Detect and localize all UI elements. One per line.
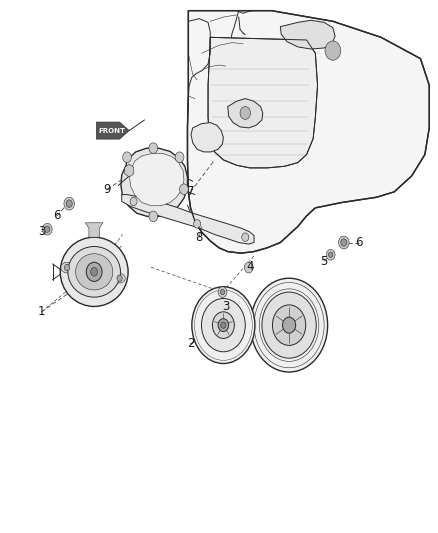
Polygon shape (228, 99, 263, 128)
Circle shape (272, 305, 306, 345)
Text: 8: 8 (196, 231, 203, 244)
Text: 5: 5 (321, 255, 328, 268)
Circle shape (42, 223, 52, 235)
Ellipse shape (114, 273, 125, 283)
Ellipse shape (61, 262, 73, 273)
Polygon shape (85, 223, 103, 237)
Circle shape (326, 249, 335, 260)
Ellipse shape (60, 237, 128, 306)
Circle shape (175, 152, 184, 163)
Polygon shape (191, 123, 223, 152)
Text: 4: 4 (246, 260, 254, 273)
Text: FRONT: FRONT (98, 127, 125, 134)
Circle shape (251, 278, 328, 372)
Circle shape (201, 298, 245, 352)
Circle shape (262, 292, 316, 358)
Polygon shape (187, 11, 429, 253)
Circle shape (221, 322, 226, 328)
Ellipse shape (68, 246, 120, 297)
Circle shape (149, 211, 158, 222)
Circle shape (240, 107, 251, 119)
Circle shape (283, 317, 296, 333)
Circle shape (192, 287, 255, 364)
Circle shape (220, 289, 225, 295)
Circle shape (244, 262, 253, 273)
Circle shape (130, 197, 137, 206)
Circle shape (66, 200, 72, 207)
Polygon shape (122, 195, 254, 244)
Circle shape (242, 233, 249, 241)
Text: 6: 6 (355, 236, 363, 249)
Circle shape (328, 252, 333, 257)
Ellipse shape (76, 254, 113, 290)
Circle shape (218, 287, 227, 297)
Circle shape (64, 197, 74, 210)
Polygon shape (125, 164, 134, 177)
Circle shape (117, 275, 122, 281)
Circle shape (149, 143, 158, 154)
Text: 3: 3 (38, 225, 45, 238)
Circle shape (339, 236, 349, 249)
Circle shape (218, 319, 229, 332)
Circle shape (325, 41, 341, 60)
Text: 7: 7 (187, 185, 194, 198)
Circle shape (194, 220, 201, 228)
Circle shape (91, 268, 98, 276)
Circle shape (341, 239, 347, 246)
Polygon shape (96, 122, 129, 139)
Circle shape (86, 262, 102, 281)
Text: 3: 3 (222, 300, 229, 313)
Circle shape (180, 184, 188, 195)
Text: 1: 1 (38, 305, 46, 318)
Circle shape (45, 226, 50, 232)
Text: 6: 6 (53, 209, 61, 222)
Circle shape (123, 152, 131, 163)
Text: 2: 2 (187, 337, 194, 350)
Circle shape (64, 264, 70, 271)
Polygon shape (121, 148, 187, 216)
Polygon shape (280, 20, 335, 49)
Polygon shape (208, 37, 318, 168)
Polygon shape (130, 154, 184, 206)
Text: 9: 9 (103, 183, 111, 196)
Circle shape (212, 312, 234, 338)
